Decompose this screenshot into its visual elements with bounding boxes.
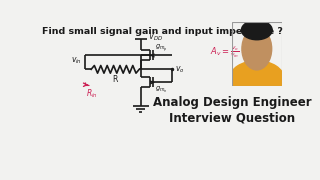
Ellipse shape (241, 20, 272, 40)
Text: $A_v = \frac{v_o}{v_{in}} = ?$: $A_v = \frac{v_o}{v_{in}} = ?$ (211, 45, 255, 60)
Text: $R_{in}$: $R_{in}$ (86, 88, 98, 100)
Text: $V_{DD}$: $V_{DD}$ (148, 31, 164, 43)
Text: $v_o$: $v_o$ (175, 64, 184, 75)
Text: $g_{m_n}$: $g_{m_n}$ (156, 85, 168, 95)
Text: Analog Design Engineer: Analog Design Engineer (153, 96, 311, 109)
Text: R: R (113, 75, 118, 84)
Ellipse shape (229, 61, 284, 96)
Text: Find small signal gain and input impedance ?: Find small signal gain and input impedan… (42, 27, 283, 36)
Text: $g_{m_p}$: $g_{m_p}$ (155, 42, 167, 54)
Ellipse shape (242, 28, 272, 70)
Text: Interview Question: Interview Question (169, 111, 295, 124)
Text: $v_{in}$: $v_{in}$ (71, 56, 82, 66)
